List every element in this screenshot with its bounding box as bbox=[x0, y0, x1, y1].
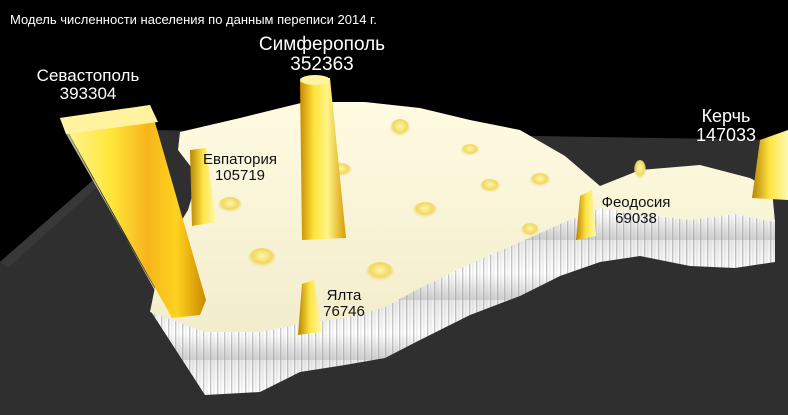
city-name: Евпатория bbox=[203, 151, 277, 168]
city-population: 352363 bbox=[290, 53, 354, 75]
city-label-feodosia: Феодосия 69038 bbox=[590, 195, 682, 227]
city-population: 393304 bbox=[59, 83, 117, 103]
city-name: Ялта bbox=[326, 287, 362, 304]
city-label-simferopol: Симферополь 352363 bbox=[252, 35, 392, 75]
sevastopol-spike bbox=[60, 105, 206, 318]
city-population: 69038 bbox=[615, 209, 657, 227]
city-name: Севастополь bbox=[36, 66, 140, 85]
evpatoria-spike bbox=[190, 148, 216, 226]
terrain-curtain bbox=[150, 205, 775, 395]
feodosia-spike bbox=[576, 190, 596, 240]
kerch-spike bbox=[752, 130, 788, 200]
yalta-spike bbox=[298, 280, 322, 335]
city-label-yalta: Ялта 76746 bbox=[314, 288, 374, 320]
city-label-kerch: Керчь 147033 bbox=[686, 107, 766, 145]
city-population: 147033 bbox=[695, 124, 757, 145]
city-label-sevastopol: Севастополь 393304 bbox=[34, 67, 142, 103]
map-title: Модель численности населения по данным п… bbox=[10, 12, 377, 27]
city-label-evpatoria: Евпатория 105719 bbox=[190, 152, 290, 184]
city-name: Керчь bbox=[701, 106, 751, 126]
city-name: Феодосия bbox=[601, 194, 671, 211]
city-population: 76746 bbox=[323, 302, 365, 320]
simferopol-spike bbox=[300, 75, 346, 240]
city-name: Симферополь bbox=[258, 34, 386, 55]
city-population: 105719 bbox=[214, 166, 266, 184]
